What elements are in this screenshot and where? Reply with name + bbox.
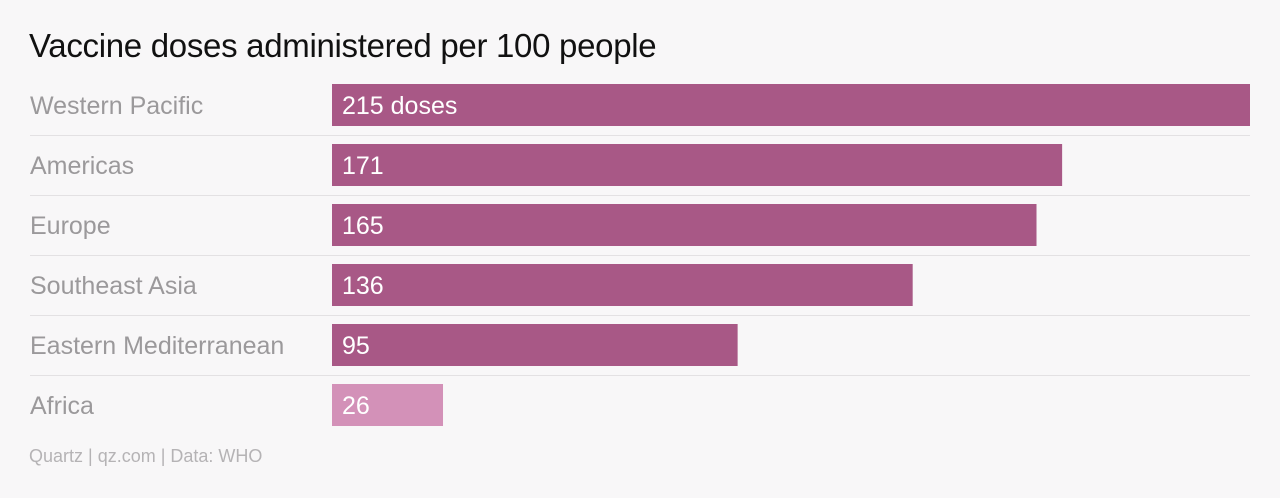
bar	[332, 144, 1063, 186]
value-label: 26	[342, 392, 370, 420]
bar	[332, 204, 1037, 246]
value-label: 95	[342, 332, 370, 360]
value-label: 136	[342, 272, 384, 300]
source-credit: Quartz | qz.com | Data: WHO	[29, 446, 263, 466]
value-label: 215 doses	[342, 92, 457, 120]
category-label: Americas	[30, 152, 134, 180]
bar	[332, 324, 738, 366]
category-label: Eastern Mediterranean	[30, 332, 284, 360]
bar	[332, 84, 1250, 126]
bar	[332, 264, 913, 306]
value-label: 165	[342, 212, 384, 240]
bar	[332, 384, 444, 426]
category-label: Europe	[30, 212, 111, 240]
category-label: Southeast Asia	[30, 272, 197, 300]
category-label: Africa	[30, 392, 94, 420]
category-label: Western Pacific	[30, 92, 203, 120]
chart-title: Vaccine doses administered per 100 peopl…	[29, 27, 657, 64]
value-label: 171	[342, 152, 384, 180]
